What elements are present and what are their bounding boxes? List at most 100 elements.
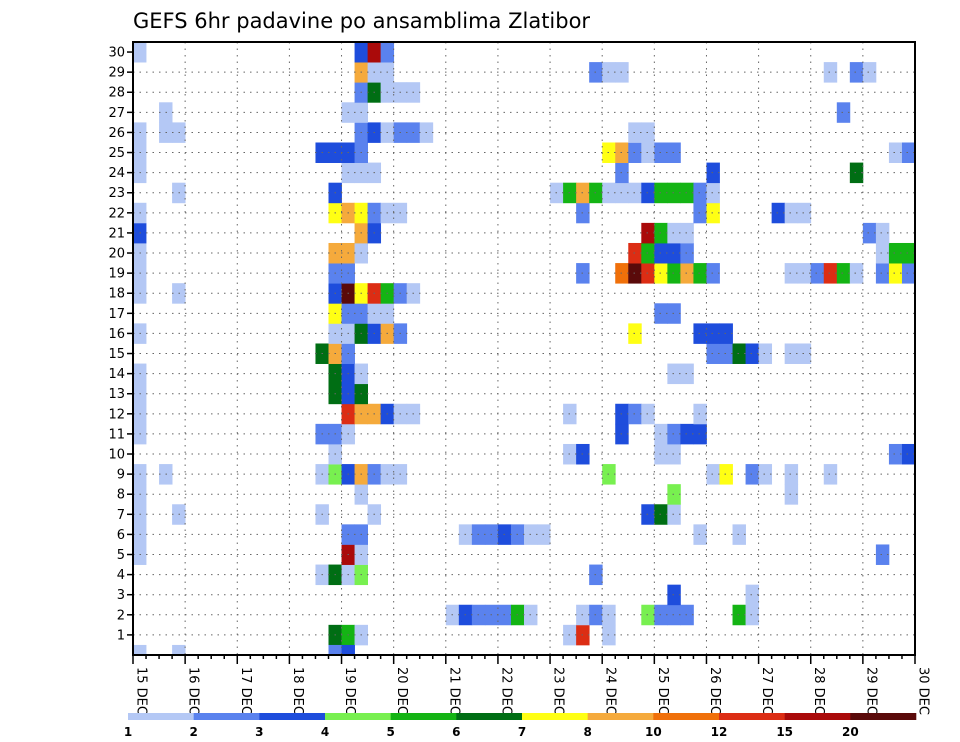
colorbar-swatch <box>850 713 917 720</box>
heatmap-cell <box>667 504 681 525</box>
heatmap-cell <box>654 303 668 324</box>
colorbar-swatch <box>719 713 785 720</box>
heatmap-cell <box>133 42 147 63</box>
x-tick-label: 27 DEC <box>759 667 774 715</box>
grid-lines <box>133 42 915 655</box>
y-tick-label: 28 <box>108 86 125 101</box>
heatmap-cell <box>693 423 707 445</box>
y-tick-label: 1 <box>117 628 125 643</box>
colorbar-label: 2 <box>189 725 197 739</box>
heatmap-cell <box>706 263 720 284</box>
colorbar-swatch <box>784 713 851 720</box>
heatmap-cell <box>758 464 773 485</box>
x-tick-label: 24 DEC <box>603 667 618 715</box>
y-tick-label: 30 <box>108 46 125 61</box>
colorbar-label: 7 <box>518 725 526 739</box>
heatmap-cell <box>836 102 851 123</box>
heatmap-cell <box>823 263 838 284</box>
y-tick-label: 20 <box>108 247 125 262</box>
heatmap-cell <box>706 343 720 364</box>
heatmap-cell <box>654 604 668 626</box>
heatmap-cell <box>732 524 746 545</box>
heatmap-cell <box>693 524 707 545</box>
heatmap-cell <box>133 644 147 655</box>
colorbar-label: 3 <box>255 725 263 739</box>
colorbar-label: 20 <box>842 725 859 739</box>
heatmap-cell <box>862 222 877 244</box>
heatmap-cell <box>654 182 668 204</box>
heatmap-cell <box>654 142 668 163</box>
heatmap-cell <box>784 202 799 224</box>
heatmap-cell <box>901 142 916 163</box>
heatmap-cell <box>797 343 812 364</box>
heatmap-cell <box>719 343 733 364</box>
colorbar-label: 15 <box>776 725 793 739</box>
heatmap-cell <box>667 443 681 465</box>
heatmap-cell <box>758 343 773 364</box>
heatmap-cell <box>888 263 903 284</box>
y-tick-label: 22 <box>108 206 125 221</box>
heatmap-cell <box>641 182 655 204</box>
heatmap-cell <box>680 363 694 385</box>
colorbar-swatch <box>128 713 194 720</box>
y-tick-label: 8 <box>117 488 125 503</box>
heatmap-cell <box>667 303 681 324</box>
heatmap-cell <box>654 504 668 525</box>
y-tick-label: 6 <box>117 528 125 543</box>
y-tick-label: 16 <box>108 327 125 342</box>
heatmap-cell <box>784 343 799 364</box>
heatmap-cell <box>745 604 759 626</box>
heatmap-cell <box>667 363 681 385</box>
y-tick-label: 12 <box>108 407 125 422</box>
y-tick-label: 26 <box>108 126 125 141</box>
heatmap-cell <box>706 182 720 204</box>
colorbar-label: 4 <box>321 725 329 739</box>
heatmap-cell <box>654 263 668 284</box>
heatmap-cell <box>875 242 890 264</box>
colorbar-label: 10 <box>645 725 662 739</box>
heatmap-cell <box>641 222 655 244</box>
heatmap-cell <box>875 222 890 244</box>
y-tick-label: 9 <box>117 468 125 483</box>
colorbar-swatch <box>522 713 588 720</box>
heatmap-cell <box>888 443 903 465</box>
heatmap-cell <box>901 263 916 284</box>
heatmap-cell <box>680 222 694 244</box>
x-tick-label: 25 DEC <box>655 667 670 715</box>
heatmap-cell <box>693 263 707 284</box>
heatmap-cell <box>706 464 720 485</box>
heatmap-cell <box>810 263 825 284</box>
heatmap-cells <box>133 42 916 655</box>
colorbar-label: 12 <box>711 725 728 739</box>
heatmap-cell <box>641 122 655 143</box>
x-tick-label: 30 DEC <box>916 667 931 715</box>
colorbar-swatch <box>193 713 260 720</box>
colorbar-label: 8 <box>583 725 591 739</box>
heatmap-cell <box>849 162 864 184</box>
colorbar-label: 6 <box>452 725 460 739</box>
y-tick-label: 10 <box>108 448 125 463</box>
y-tick-label: 24 <box>108 166 125 181</box>
colorbar-swatch <box>325 713 391 720</box>
heatmap-cell <box>693 323 707 344</box>
y-tick-label: 23 <box>108 186 125 201</box>
y-tick-label: 4 <box>117 568 125 583</box>
x-tick-label: 20 DEC <box>394 667 409 715</box>
heatmap-cell <box>888 242 903 264</box>
y-tick-label: 18 <box>108 287 125 302</box>
heatmap-cell <box>367 42 382 63</box>
y-tick-label: 21 <box>108 226 125 241</box>
heatmap-cell <box>680 263 694 284</box>
chart-title: GEFS 6hr padavine po ansamblima Zlatibor <box>133 9 590 33</box>
heatmap-cell <box>654 423 668 445</box>
heatmap-cell <box>654 222 668 244</box>
colorbar-swatch <box>456 713 523 720</box>
heatmap-cell <box>875 263 890 284</box>
heatmap-cell <box>784 263 799 284</box>
heatmap-cell <box>719 464 733 485</box>
y-tick-label: 27 <box>108 106 125 121</box>
heatmap-cell <box>667 484 681 505</box>
x-tick-label: 15 DEC <box>134 667 149 715</box>
heatmap-cell <box>641 263 655 284</box>
y-tick-label: 11 <box>108 427 125 442</box>
